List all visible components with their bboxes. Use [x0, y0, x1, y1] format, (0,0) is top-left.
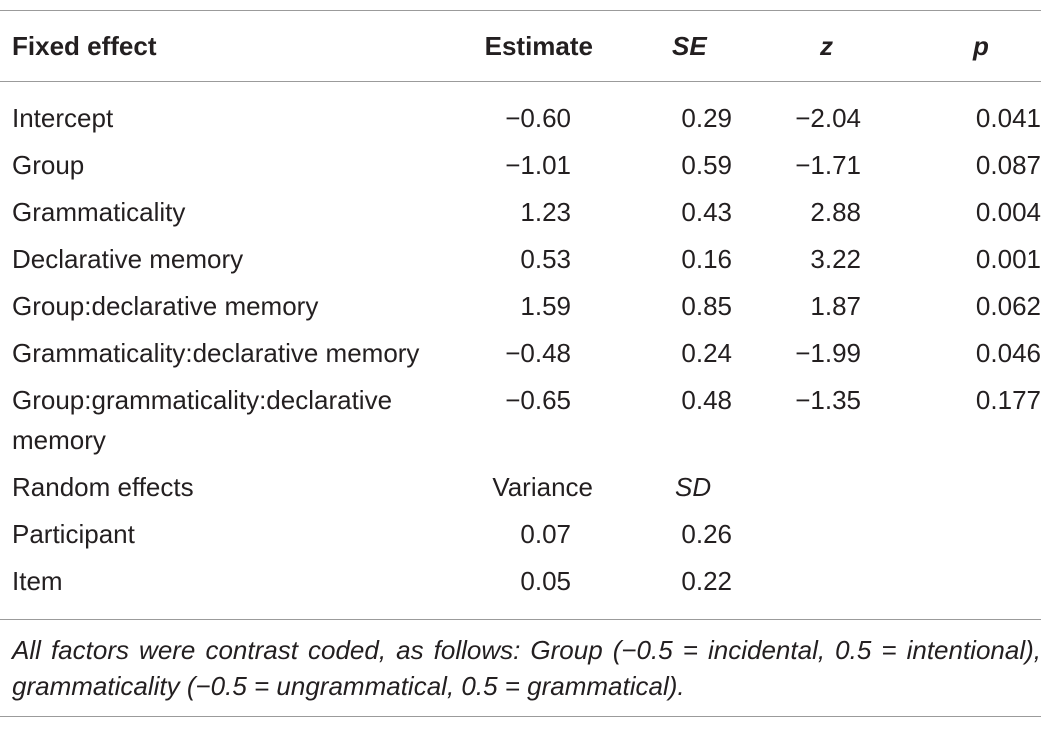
- row-p: 0.001: [975, 244, 1041, 274]
- row-p: 0.177: [975, 385, 1041, 415]
- row-se: 0.59: [681, 150, 732, 180]
- row-se: 0.29: [681, 103, 732, 133]
- header-se: SE: [672, 30, 707, 61]
- row-label: Grammaticality: [12, 197, 186, 227]
- variance-header: Variance: [492, 472, 593, 502]
- table-body: Intercept −0.60 0.29 −2.04 0.041 Group −…: [0, 82, 1041, 717]
- row-variance: 0.05: [520, 566, 571, 596]
- empty-cell: [893, 561, 1041, 620]
- row-estimate: −0.48: [505, 338, 571, 368]
- table-footnote: All factors were contrast coded, as foll…: [0, 619, 1041, 717]
- table-header: Fixed effect Estimate SE z p: [0, 10, 1041, 82]
- row-estimate: −0.60: [505, 103, 571, 133]
- row-label: Grammaticality:declarative memory: [12, 338, 420, 368]
- row-label: Group:grammaticality:declarative memory: [12, 385, 393, 455]
- row-se: 0.48: [681, 385, 732, 415]
- header-row: Fixed effect Estimate SE z p: [0, 10, 1041, 82]
- row-estimate: 0.53: [520, 244, 571, 274]
- row-z: −1.71: [795, 150, 861, 180]
- row-estimate: −1.01: [505, 150, 571, 180]
- table-row: Item 0.05 0.22: [0, 561, 1041, 620]
- row-p: 0.062: [975, 291, 1041, 321]
- table-row: Grammaticality 1.23 0.43 2.88 0.004: [0, 192, 1041, 239]
- row-label: Item: [12, 566, 63, 596]
- row-p: 0.041: [975, 103, 1041, 133]
- row-z: 1.87: [810, 291, 861, 321]
- random-effects-header-row: Random effects Variance SD: [0, 467, 1041, 514]
- header-fixed-effect: Fixed effect: [12, 30, 157, 61]
- empty-cell: [893, 514, 1041, 561]
- row-sd: 0.22: [681, 566, 732, 596]
- row-label: Group:declarative memory: [12, 291, 319, 321]
- table-row: Grammaticality:declarative memory −0.48 …: [0, 333, 1041, 380]
- row-p: 0.004: [975, 197, 1041, 227]
- empty-cell: [754, 514, 893, 561]
- row-se: 0.43: [681, 197, 732, 227]
- header-z: z: [820, 30, 833, 61]
- row-p: 0.046: [975, 338, 1041, 368]
- row-estimate: 1.23: [520, 197, 571, 227]
- header-estimate: Estimate: [484, 30, 593, 61]
- table-row: Declarative memory 0.53 0.16 3.22 0.001: [0, 239, 1041, 286]
- row-z: −1.35: [795, 385, 861, 415]
- footnote-row: All factors were contrast coded, as foll…: [0, 619, 1041, 717]
- row-se: 0.85: [681, 291, 732, 321]
- row-label: Participant: [12, 519, 135, 549]
- row-se: 0.16: [681, 244, 732, 274]
- results-table: Fixed effect Estimate SE z p Intercept −…: [0, 10, 1041, 717]
- table-row: Group:declarative memory 1.59 0.85 1.87 …: [0, 286, 1041, 333]
- row-variance: 0.07: [520, 519, 571, 549]
- row-label: Declarative memory: [12, 244, 244, 274]
- row-z: 3.22: [810, 244, 861, 274]
- row-estimate: 1.59: [520, 291, 571, 321]
- empty-cell: [893, 467, 1041, 514]
- row-p: 0.087: [975, 150, 1041, 180]
- row-se: 0.24: [681, 338, 732, 368]
- random-effects-label: Random effects: [12, 472, 194, 502]
- row-z: −1.99: [795, 338, 861, 368]
- empty-cell: [754, 467, 893, 514]
- row-sd: 0.26: [681, 519, 732, 549]
- row-label: Group: [12, 150, 85, 180]
- header-p: p: [973, 30, 989, 61]
- table-row: Participant 0.07 0.26: [0, 514, 1041, 561]
- table-row: Group −1.01 0.59 −1.71 0.087: [0, 145, 1041, 192]
- row-label: Intercept: [12, 103, 114, 133]
- row-z: 2.88: [810, 197, 861, 227]
- empty-cell: [754, 561, 893, 620]
- table-row: Intercept −0.60 0.29 −2.04 0.041: [0, 82, 1041, 146]
- row-estimate: −0.65: [505, 385, 571, 415]
- table-row: Group:grammaticality:declarative memory …: [0, 380, 1041, 467]
- row-z: −2.04: [795, 103, 861, 133]
- sd-header: SD: [675, 472, 712, 502]
